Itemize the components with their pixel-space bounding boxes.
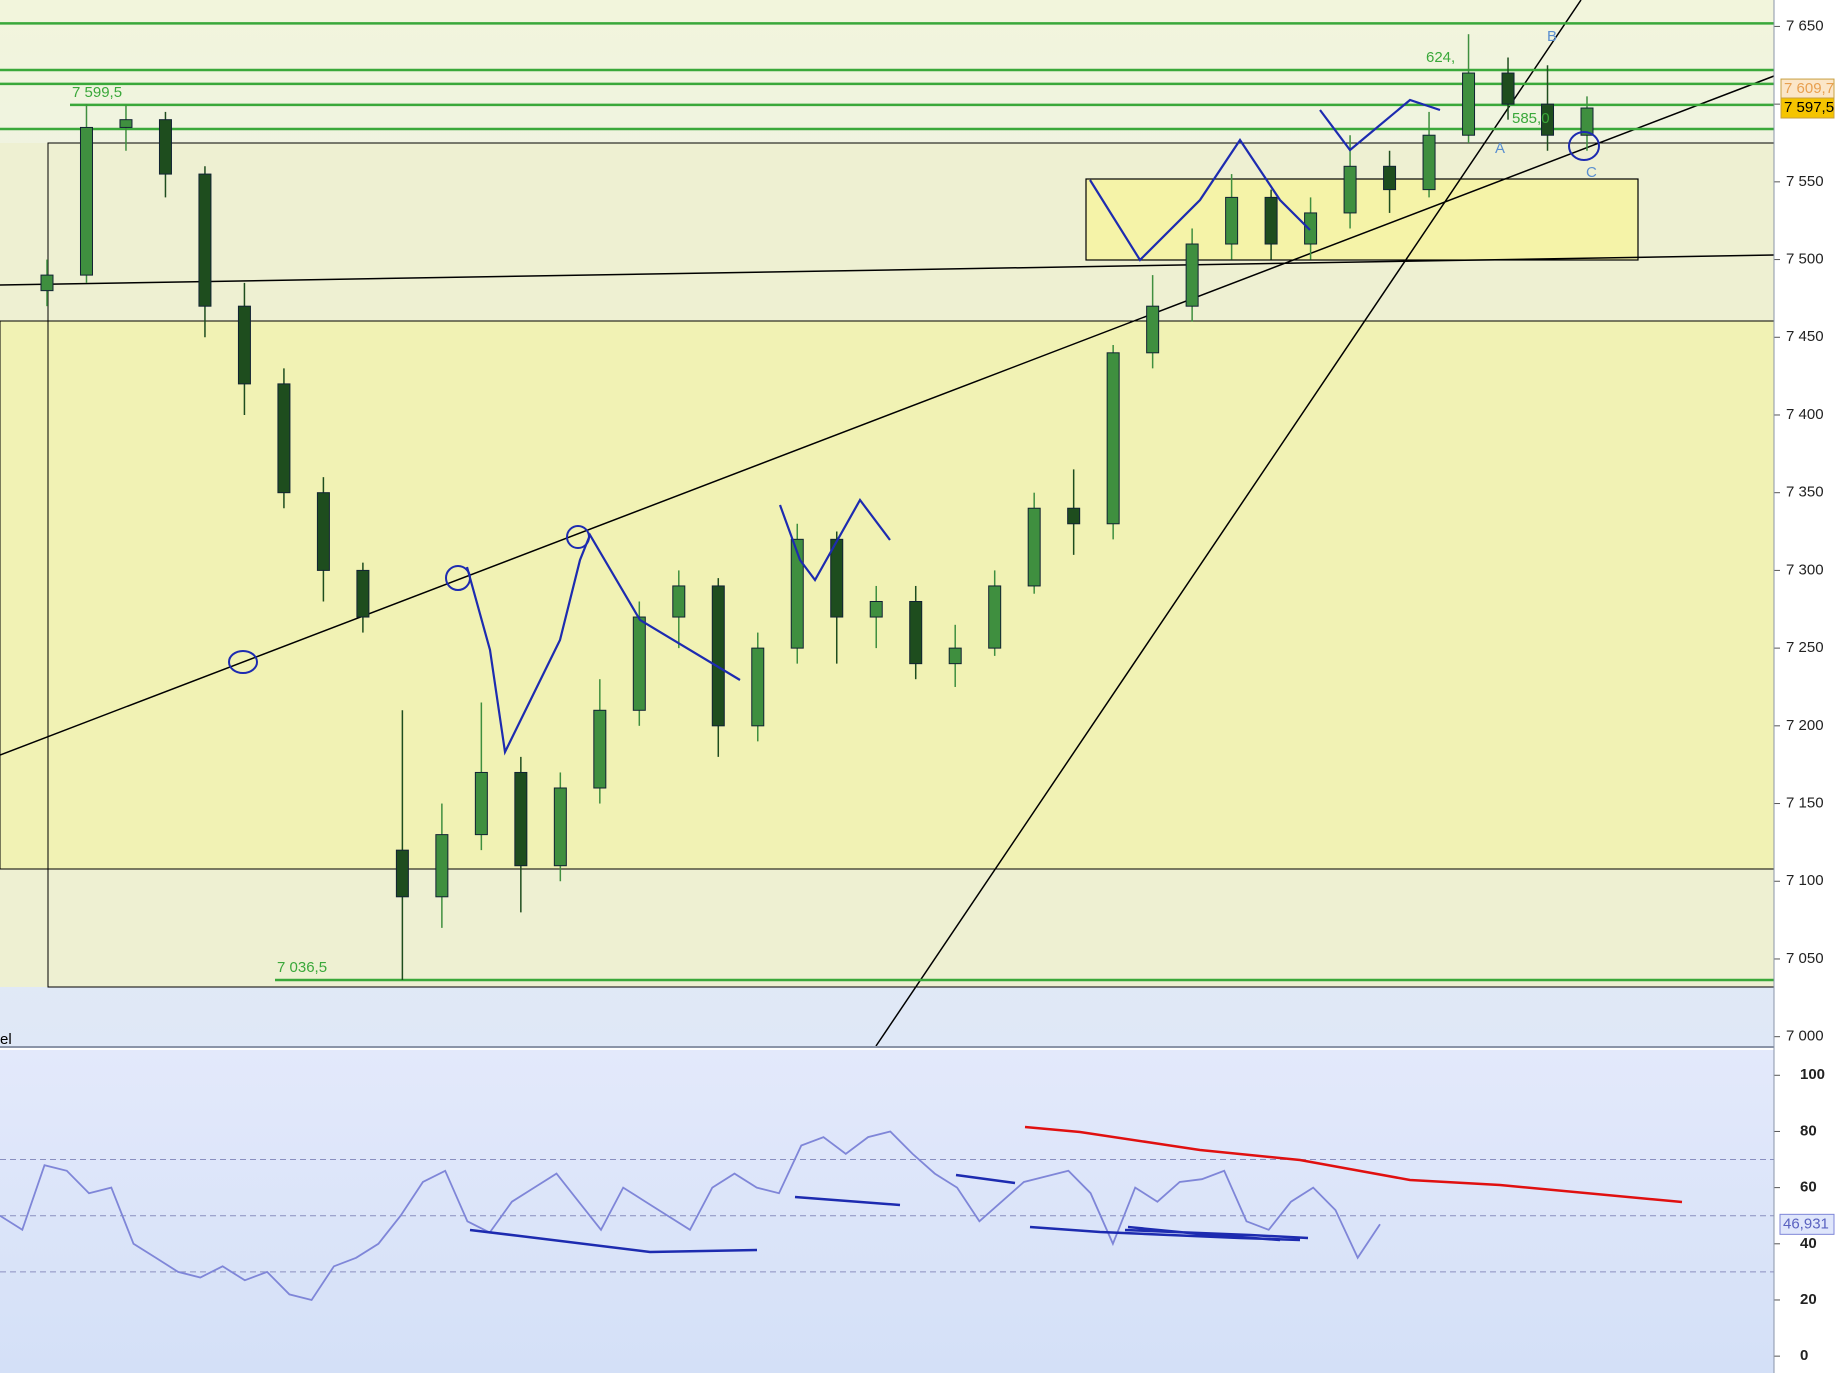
candle-body: [553, 787, 567, 867]
candle-body: [474, 771, 488, 836]
candle-body: [316, 492, 330, 571]
zone-band: [0, 320, 1775, 870]
trend-line: [0, 254, 1775, 286]
y-tick-label: 100: [1800, 1066, 1825, 1083]
candle-body: [237, 305, 251, 385]
candle-body: [672, 585, 686, 618]
candle-body: [1343, 165, 1357, 214]
candle-body: [1027, 507, 1041, 587]
y-tick-label: 7 250: [1786, 639, 1824, 656]
candle-body: [1580, 107, 1594, 136]
candle-body: [79, 126, 93, 276]
candle-body: [356, 569, 370, 618]
y-tick-label: 7 350: [1786, 484, 1824, 501]
hand-drawn: [1024, 1125, 1683, 1204]
y-tick-label: 7 550: [1786, 173, 1824, 190]
candle-body: [790, 538, 804, 649]
candle-body: [119, 119, 133, 128]
annotation: B: [1547, 28, 1557, 45]
candle-body: [711, 585, 725, 727]
hand-circle: [1568, 131, 1600, 161]
candle-body: [1185, 243, 1199, 307]
hand-circle: [445, 565, 471, 591]
y-tick-label: 7 000: [1786, 1028, 1824, 1045]
candle-body: [632, 616, 646, 711]
annotation: 585,0: [1512, 110, 1550, 127]
y-tick-label: 7 300: [1786, 561, 1824, 578]
y-tick-label: 7 050: [1786, 950, 1824, 967]
candle-body: [1541, 103, 1555, 136]
candle-body: [1501, 72, 1515, 105]
annotation: 624,: [1426, 49, 1455, 66]
candle-body: [198, 173, 212, 307]
candle-body: [1067, 507, 1081, 525]
axis-area: [1774, 0, 1836, 1373]
candle-body: [909, 600, 923, 665]
candle-body: [1422, 134, 1436, 191]
hand-drawn: [469, 1173, 1309, 1254]
annotation: C: [1586, 164, 1597, 181]
candle-body: [395, 849, 409, 898]
candle-body: [1106, 352, 1120, 525]
y-tick-label: 7 150: [1786, 795, 1824, 812]
y-tick-label: 60: [1800, 1179, 1817, 1196]
price-tag: 7 609,7: [1784, 80, 1834, 97]
rsi-pane: [0, 1050, 1774, 1373]
y-tick-label: 7 200: [1786, 717, 1824, 734]
candle-body: [1304, 212, 1318, 245]
y-tick-label: 80: [1800, 1122, 1817, 1139]
annotation: A: [1495, 140, 1505, 157]
y-tick-label: 40: [1800, 1235, 1817, 1252]
candle-body: [1462, 72, 1476, 136]
price-tag-box: [1780, 97, 1835, 119]
value-tag-box: [1779, 1213, 1835, 1235]
candle-body: [40, 274, 54, 292]
range-box: [1085, 178, 1639, 261]
hand-circle: [228, 650, 258, 674]
candle-body: [593, 709, 607, 789]
candle-body: [277, 383, 291, 494]
trend-line: [0, 75, 1775, 756]
y-tick-label: 7 100: [1786, 872, 1824, 889]
candle-body: [1383, 165, 1397, 191]
candle-body: [869, 600, 883, 618]
plot: 7 599,5 7 036,5 A B C 624, 585,0 el: [0, 22, 1780, 1357]
level-label: 7 036,5: [277, 959, 327, 976]
y-tick-label: 7 450: [1786, 328, 1824, 345]
candle-body: [435, 834, 449, 898]
candle-body: [1264, 196, 1278, 245]
candle-body: [948, 647, 962, 665]
hand-drawn: [465, 98, 1441, 756]
rsi-line: [0, 1130, 1381, 1302]
level-label: 7 599,5: [72, 84, 122, 101]
value-tag: 46,931: [1783, 1215, 1829, 1232]
y-tick-label: 7 400: [1786, 406, 1824, 423]
annotation: el: [0, 1031, 12, 1048]
candle-body: [1146, 305, 1160, 354]
candle-body: [514, 771, 528, 867]
price-tag: 7 597,5: [1784, 99, 1834, 116]
y-tick-label: 7 650: [1786, 17, 1824, 34]
candle-body: [751, 647, 765, 727]
candle-body: [158, 119, 172, 175]
candle-body: [988, 585, 1002, 649]
candle-body: [1225, 196, 1239, 245]
y-tick-label: 0: [1800, 1347, 1808, 1364]
y-tick-label: 20: [1800, 1291, 1817, 1308]
y-tick-label: 7 500: [1786, 251, 1824, 268]
hand-circle: [566, 525, 590, 549]
trend-line: [875, 0, 1582, 1047]
